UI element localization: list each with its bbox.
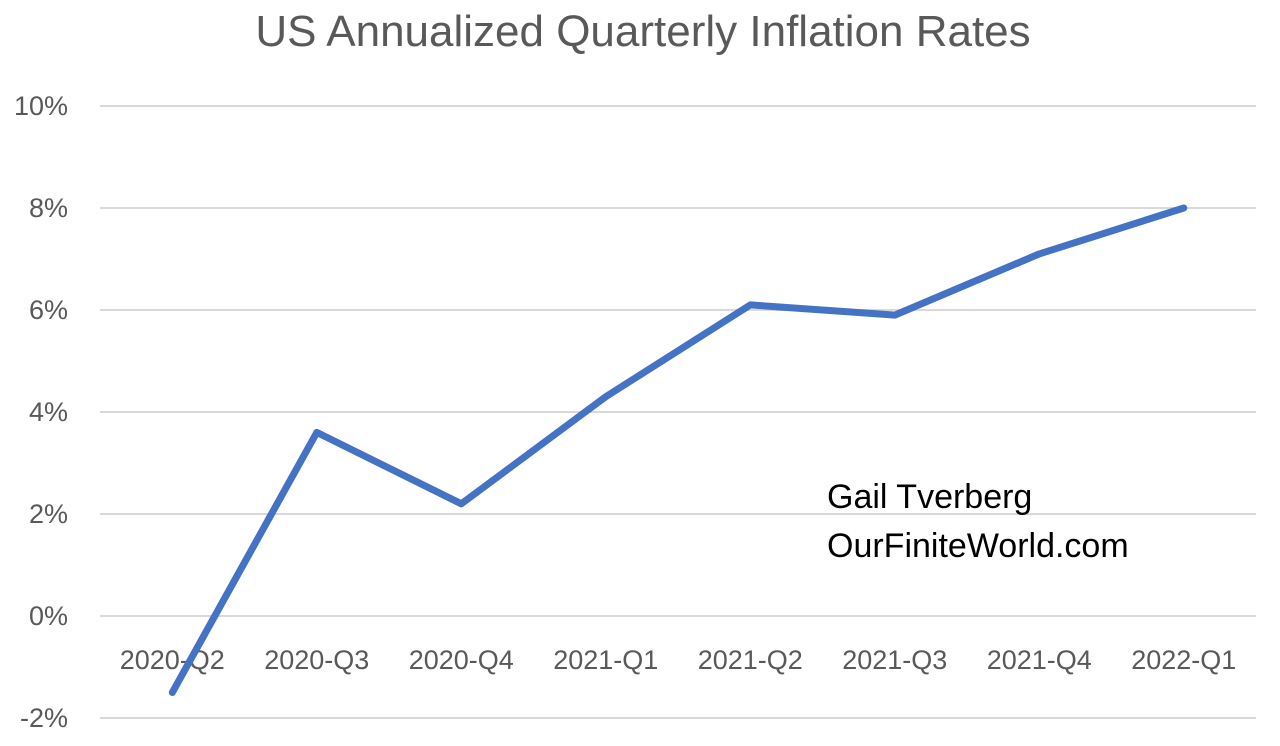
website-annotation: OurFiniteWorld.com	[827, 527, 1129, 565]
x-tick-label: 2020-Q3	[264, 645, 369, 675]
y-tick-label: 2%	[29, 499, 68, 529]
x-axis-tick-labels: 2020-Q2 2020-Q3 2020-Q4 2021-Q1 2021-Q2 2021-…	[120, 645, 1237, 675]
x-tick-label: 2020-Q4	[409, 645, 514, 675]
y-tick-label: 8%	[29, 193, 68, 223]
gridlines	[100, 105, 1256, 719]
x-tick-label: 2021-Q2	[698, 645, 803, 675]
y-tick-label: 10%	[14, 91, 68, 121]
y-tick-label: 4%	[29, 397, 68, 427]
series-lines	[168, 204, 1188, 696]
author-annotation: Gail Tverberg	[827, 478, 1032, 516]
x-tick-label: 2021-Q3	[842, 645, 947, 675]
y-tick-label: -2%	[20, 703, 68, 733]
x-tick-label: 2021-Q4	[987, 645, 1092, 675]
x-tick-label: 2020-Q2	[120, 645, 225, 675]
y-axis-tick-labels: -2% 0% 2% 4% 6% 8% 10%	[14, 91, 68, 733]
y-tick-label: 6%	[29, 295, 68, 325]
x-tick-label: 2022-Q1	[1131, 645, 1236, 675]
y-tick-label: 0%	[29, 601, 68, 631]
chart-title: US Annualized Quarterly Inflation Rates	[255, 7, 1030, 56]
x-tick-label: 2021-Q1	[553, 645, 658, 675]
series-line	[168, 204, 1188, 696]
